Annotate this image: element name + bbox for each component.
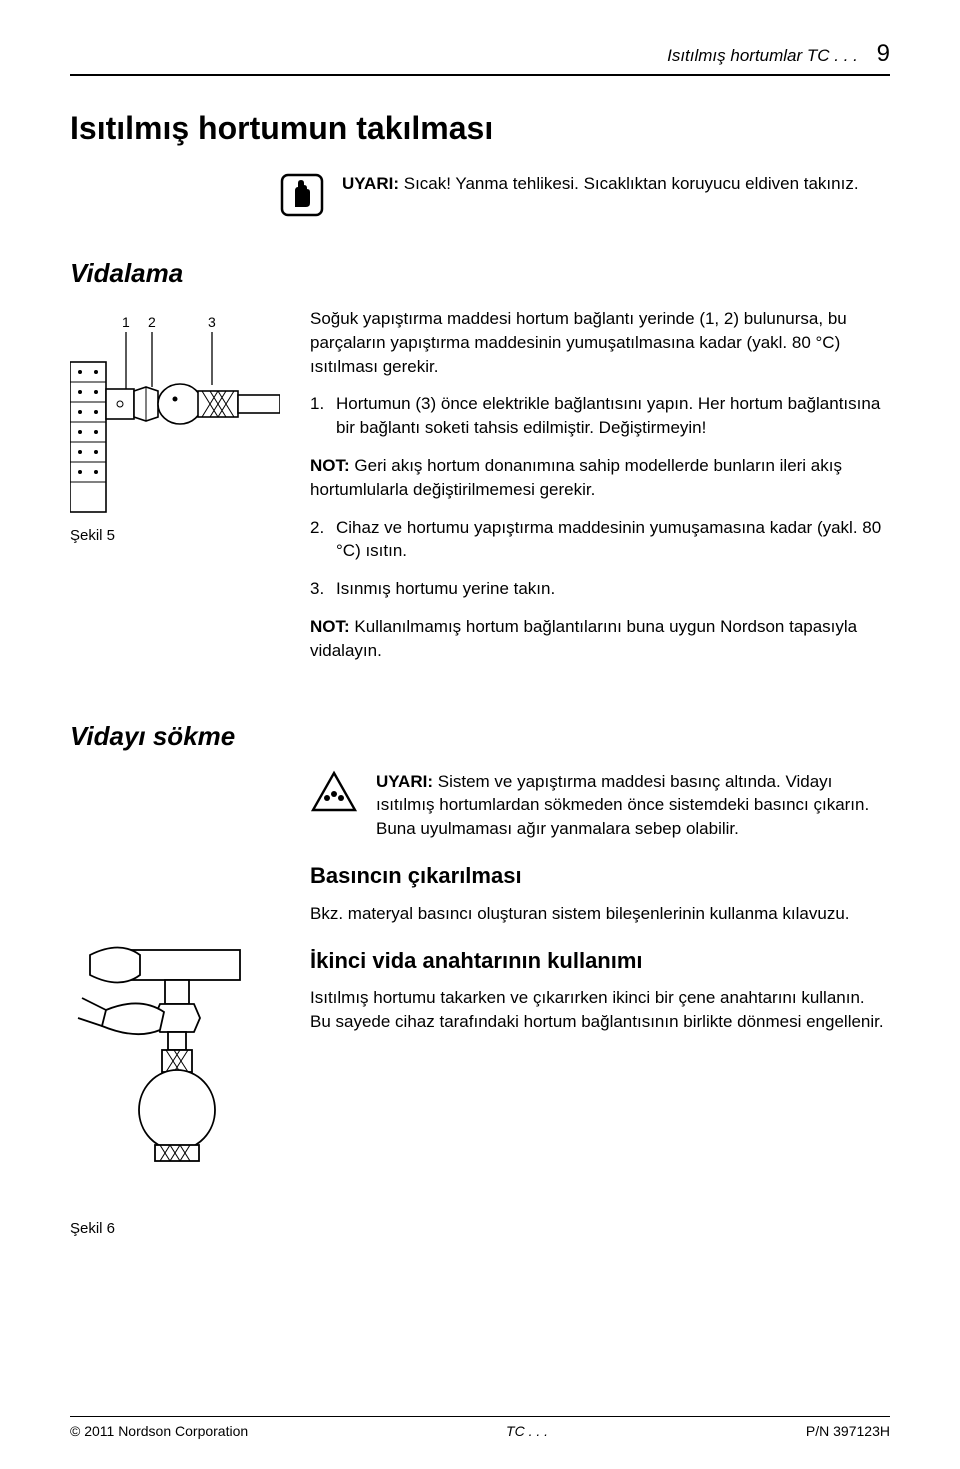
warning-body: Sıcak! Yanma tehlikesi. Sıcaklıktan koru… — [404, 174, 859, 193]
vidayi-sokme-row: Şekil 6 UYARI: Sistem ve yapıştırma madd… — [70, 770, 890, 1237]
footer: © 2011 Nordson Corporation TC . . . P/N … — [70, 1416, 890, 1439]
step-2-num: 2. — [310, 516, 336, 564]
note-2-text: Kullanılmamış hortum bağlantılarını buna… — [310, 617, 857, 660]
step-2: 2. Cihaz ve hortumu yapıştırma maddesini… — [310, 516, 890, 564]
figure-5-column: 1 2 3 — [70, 307, 280, 677]
figure-5-caption: Şekil 5 — [70, 527, 280, 544]
step-3-text: Isınmış hortumu yerine takın. — [336, 577, 555, 601]
callout-2: 2 — [148, 314, 156, 330]
page-number: 9 — [877, 40, 890, 67]
running-head: Isıtılmış hortumlar TC . . . 9 — [70, 40, 890, 68]
step-3: 3. Isınmış hortumu yerine takın. — [310, 577, 890, 601]
footer-mid: TC . . . — [506, 1423, 548, 1439]
sub2-heading: İkinci vida anahtarının kullanımı — [310, 946, 890, 977]
figure-6-column: Şekil 6 — [70, 770, 280, 1237]
vidayi-sokme-body: UYARI: Sistem ve yapıştırma maddesi bası… — [310, 770, 890, 1237]
top-rule — [70, 74, 890, 76]
running-head-text: Isıtılmış hortumlar TC . . . — [667, 46, 858, 65]
step-3-num: 3. — [310, 577, 336, 601]
step-1-text: Hortumun (3) önce elektrikle bağlantısın… — [336, 392, 890, 440]
note-1: NOT: Geri akış hortum donanımına sahip m… — [310, 454, 890, 502]
pressure-warning-text: UYARI: Sistem ve yapıştırma maddesi bası… — [376, 770, 890, 841]
figure-6-svg — [70, 940, 280, 1170]
page: Isıtılmış hortumlar TC . . . 9 Isıtılmış… — [0, 0, 960, 1469]
vidalama-heading: Vidalama — [70, 258, 890, 289]
footer-right: P/N 397123H — [806, 1423, 890, 1439]
vidalama-intro: Soğuk yapıştırma maddesi hortum bağlantı… — [310, 307, 890, 378]
pressure-warning: UYARI: Sistem ve yapıştırma maddesi bası… — [310, 770, 890, 841]
vidalama-row: 1 2 3 — [70, 307, 890, 677]
sub2-text: Isıtılmış hortumu takarken ve çıkarırken… — [310, 986, 890, 1034]
callout-1: 1 — [122, 314, 130, 330]
pressure-warning-icon — [310, 770, 358, 841]
pressure-warn-lead: UYARI: — [376, 772, 433, 791]
note-2-lead: NOT: — [310, 617, 350, 636]
warning-lead: UYARI: — [342, 174, 399, 193]
page-title: Isıtılmış hortumun takılması — [70, 110, 890, 147]
sub1-text: Bkz. materyal basıncı oluşturan sistem b… — [310, 902, 890, 926]
footer-rule — [70, 1416, 890, 1417]
vidayi-sokme-heading: Vidayı sökme — [70, 721, 890, 752]
footer-left: © 2011 Nordson Corporation — [70, 1423, 248, 1439]
vidalama-body: Soğuk yapıştırma maddesi hortum bağlantı… — [310, 307, 890, 677]
hand-warning-icon — [280, 173, 324, 222]
step-1: 1. Hortumun (3) önce elektrikle bağlantı… — [310, 392, 890, 440]
figure-6-caption: Şekil 6 — [70, 1220, 280, 1237]
sub1-heading: Basıncın çıkarılması — [310, 861, 890, 892]
warning-top: UYARI: Sıcak! Yanma tehlikesi. Sıcaklıkt… — [280, 173, 890, 222]
note-1-lead: NOT: — [310, 456, 350, 475]
step-1-num: 1. — [310, 392, 336, 440]
note-2: NOT: Kullanılmamış hortum bağlantılarını… — [310, 615, 890, 663]
pressure-warn-body: Sistem ve yapıştırma maddesi basınç altı… — [376, 772, 869, 839]
note-1-text: Geri akış hortum donanımına sahip modell… — [310, 456, 842, 499]
warning-top-text: UYARI: Sıcak! Yanma tehlikesi. Sıcaklıkt… — [342, 173, 859, 196]
figure-5-svg: 1 2 3 — [70, 307, 280, 517]
step-2-text: Cihaz ve hortumu yapıştırma maddesinin y… — [336, 516, 890, 564]
callout-3: 3 — [208, 314, 216, 330]
